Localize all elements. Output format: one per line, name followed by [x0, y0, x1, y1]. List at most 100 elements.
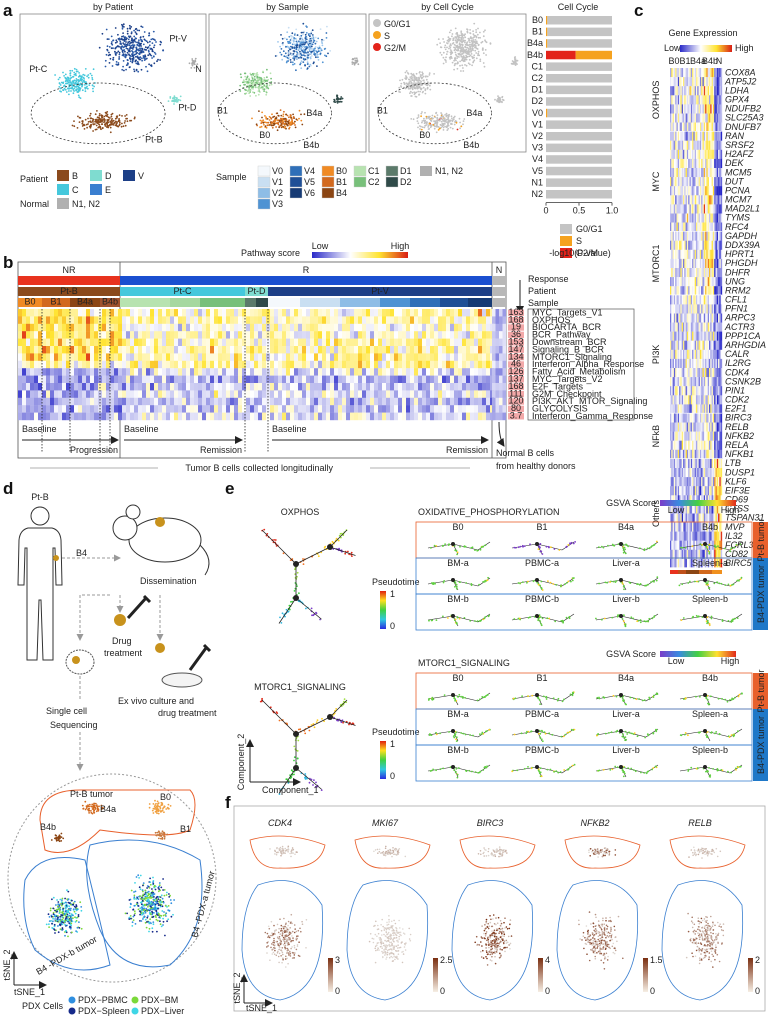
heat-cell [74, 331, 79, 339]
cell-dot [453, 64, 456, 67]
cell-dot [86, 87, 89, 90]
heat-cell [446, 346, 451, 354]
cluster-label: Pt-B [145, 134, 163, 144]
heat-cell [202, 331, 207, 339]
cell-dot [462, 123, 464, 126]
heat-cell [282, 323, 287, 332]
heat-cell [170, 405, 175, 413]
heat-cell [492, 412, 496, 421]
heat-cell [126, 309, 131, 317]
heat-cell [350, 412, 355, 421]
heat-cell [426, 383, 431, 391]
cell-dot [138, 29, 141, 32]
bar-segment [546, 74, 612, 83]
heat-cell [158, 390, 163, 398]
heat-cell [710, 68, 712, 78]
heat-cell [703, 77, 706, 87]
heat-cell [716, 77, 719, 87]
heat-cell [38, 338, 43, 347]
heat-cell [492, 375, 496, 384]
heat-cell [502, 412, 507, 421]
bar-segment [546, 166, 612, 176]
cell-dot [70, 90, 72, 92]
cell-dot [427, 115, 430, 118]
cell-dot [408, 78, 410, 81]
heat-cell [374, 346, 379, 354]
heat-cell [106, 323, 111, 332]
cell-dot [59, 90, 61, 92]
heat-cell [166, 338, 171, 347]
heat-cell [692, 104, 694, 114]
heat-cell [130, 397, 135, 406]
heat-cell [314, 412, 319, 421]
heat-cell [334, 390, 339, 398]
heat-cell [254, 368, 259, 376]
cell-dot [292, 40, 295, 43]
cell-dot [68, 83, 71, 86]
heat-cell [242, 360, 247, 369]
heat-cell [686, 95, 689, 105]
cell-dot [76, 70, 79, 73]
cell-dot [255, 73, 258, 76]
cell-dot [174, 96, 176, 99]
heat-cell [330, 397, 335, 406]
heat-cell [274, 338, 279, 347]
heat-cell [685, 68, 688, 78]
cell-dot [443, 41, 445, 43]
cell-dot [449, 46, 452, 49]
heat-cell [442, 368, 447, 376]
heat-cell [86, 346, 91, 354]
heat-cell [110, 353, 115, 361]
heat-cell [286, 383, 291, 391]
heat-cell [705, 122, 707, 132]
heat-cell [692, 77, 694, 87]
y-tick-label: V0 [532, 108, 543, 118]
cell-dot [110, 115, 113, 118]
heat-cell [382, 368, 387, 376]
heat-cell [178, 316, 183, 324]
heat-cell [78, 316, 83, 324]
heat-cell [66, 331, 71, 339]
heat-cell [680, 140, 682, 150]
cell-dot [444, 44, 447, 47]
heat-cell [214, 405, 219, 413]
cell-dot [131, 50, 133, 52]
cell-dot [263, 123, 265, 126]
heat-cell [42, 331, 47, 339]
cell-dot [451, 42, 454, 45]
heat-cell [38, 353, 43, 361]
heat-cell [298, 390, 303, 398]
heat-cell [438, 323, 443, 332]
heat-cell [222, 360, 227, 369]
heat-cell [394, 412, 399, 421]
heat-cell [354, 368, 359, 376]
heat-cell [210, 383, 215, 391]
heat-cell [402, 368, 407, 376]
heat-cell [696, 104, 698, 114]
heat-cell [50, 316, 55, 324]
heat-cell [286, 390, 291, 398]
cell-dot [401, 78, 404, 81]
heat-cell [158, 346, 163, 354]
heat-cell [54, 316, 59, 324]
heat-cell [418, 368, 423, 376]
heat-cell [30, 375, 35, 384]
cell-dot [266, 118, 269, 120]
cell-dot [479, 31, 481, 34]
pathway-label: Interferon_Gamma_Response [532, 411, 653, 421]
heat-cell [446, 368, 451, 376]
heat-cell [82, 412, 87, 421]
cell-dot [118, 119, 120, 121]
heat-cell [450, 412, 455, 421]
heat-cell [693, 95, 695, 105]
heat-cell [206, 390, 211, 398]
heat-cell [186, 412, 191, 421]
heat-cell [458, 316, 463, 324]
cell-dot [449, 123, 452, 125]
cell-dot [418, 86, 420, 89]
heat-cell [226, 412, 231, 421]
heat-cell [410, 346, 415, 354]
cell-dot [157, 58, 159, 61]
heat-cell [122, 412, 127, 421]
heat-cell [194, 338, 199, 347]
